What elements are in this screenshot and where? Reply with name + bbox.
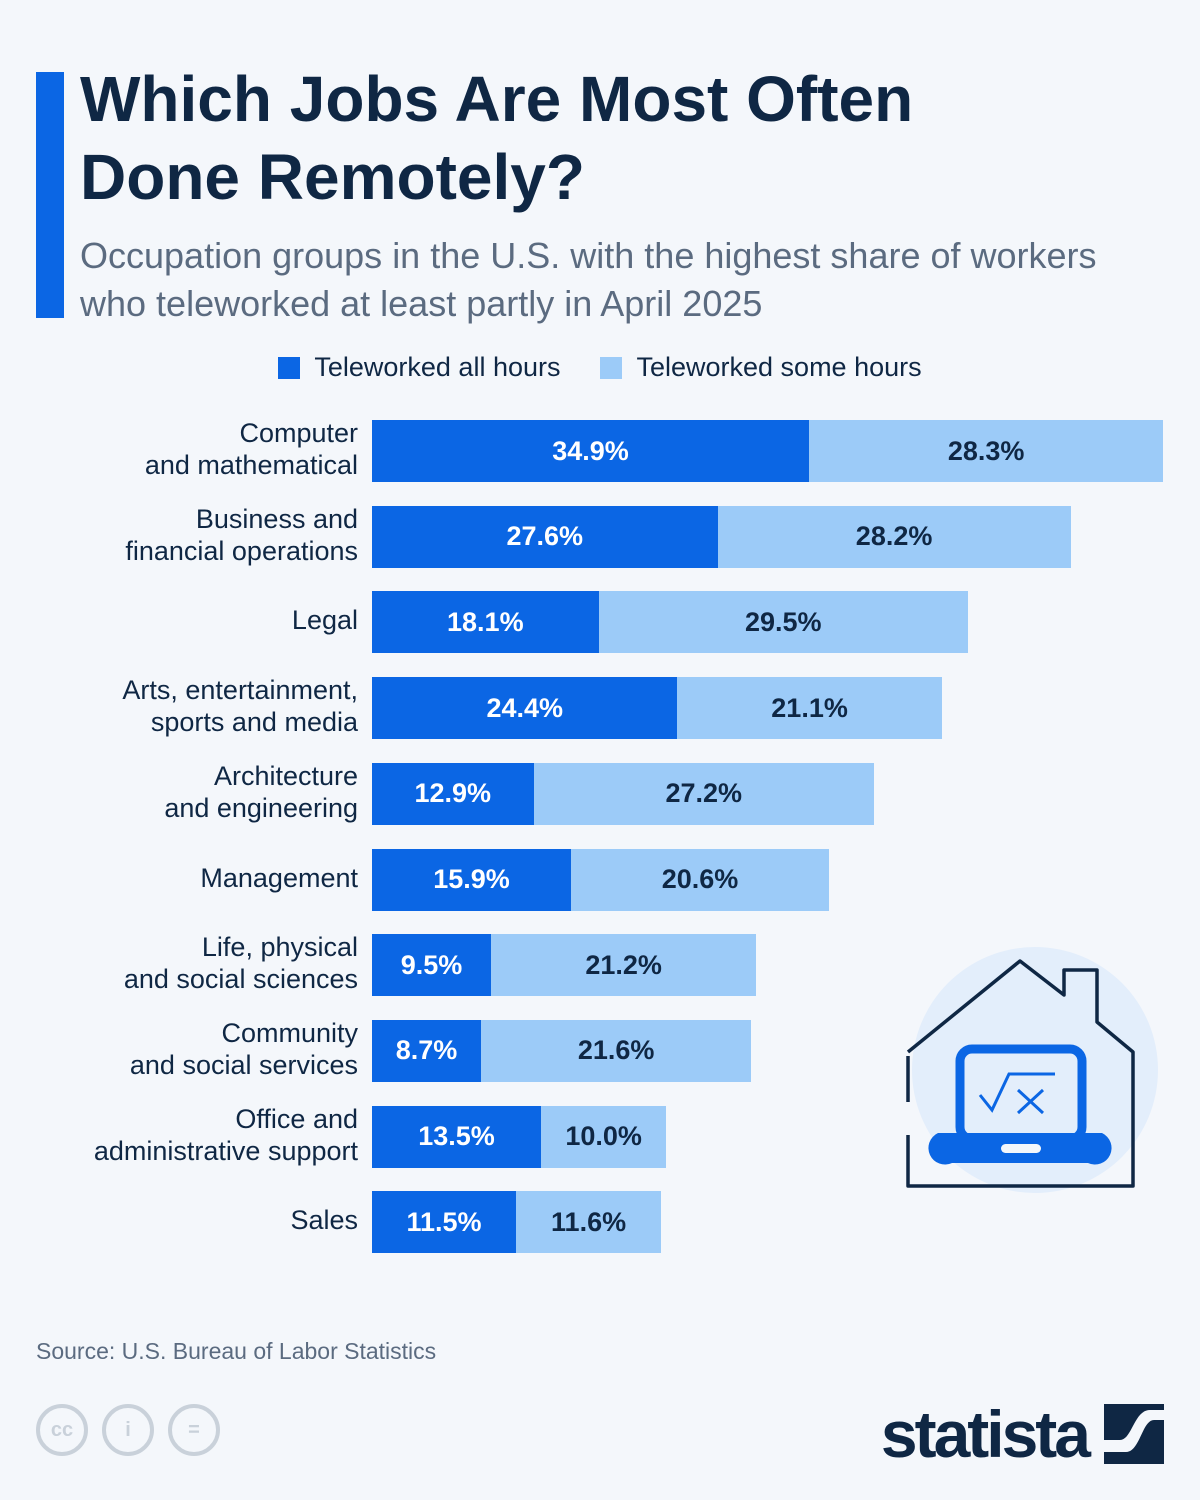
category-label-line: Management xyxy=(200,862,358,893)
source-note: Source: U.S. Bureau of Labor Statistics xyxy=(36,1338,437,1364)
legend-item-some-hours: Teleworked some hours xyxy=(600,352,922,383)
legend-label-some-hours: Teleworked some hours xyxy=(636,352,922,382)
cc-license-icon[interactable]: cc xyxy=(36,1404,88,1456)
category-label: Business and financial operations xyxy=(0,503,358,567)
category-label-line: and social sciences xyxy=(123,964,358,995)
category-label: Life, physical and social sciences xyxy=(0,931,358,995)
bar-some-hours: 21.2% xyxy=(490,934,757,997)
data-label: 27.6% xyxy=(506,521,584,552)
bar-all-hours: 8.7% xyxy=(372,1019,481,1082)
legend-swatch-some-hours xyxy=(600,356,623,379)
bar-all-hours: 34.9% xyxy=(372,420,809,482)
bar-some-hours: 27.2% xyxy=(533,762,875,825)
data-label: 13.5% xyxy=(418,1121,495,1152)
category-label-line: Office and xyxy=(235,1103,358,1134)
data-label: 34.9% xyxy=(552,435,629,466)
legend-item-all-hours: Teleworked all hours xyxy=(278,352,560,383)
data-label: 11.5% xyxy=(406,1206,482,1237)
bar-all-hours: 18.1% xyxy=(372,591,599,654)
data-label: 20.6% xyxy=(661,864,739,894)
category-label-line: Arts, entertainment, xyxy=(122,675,358,706)
data-label: 10.0% xyxy=(565,1121,642,1152)
chart-subtitle: Occupation groups in the U.S. with the h… xyxy=(80,235,1097,324)
bar-all-hours: 15.9% xyxy=(372,848,572,911)
bar-all-hours: 12.9% xyxy=(372,762,534,825)
category-label-line: sports and media xyxy=(150,707,358,738)
bar-some-hours: 28.3% xyxy=(808,420,1164,482)
bar-all-hours: 13.5% xyxy=(372,1105,542,1168)
legend-label-all-hours: Teleworked all hours xyxy=(314,352,561,382)
brand-name: statista xyxy=(880,1397,1091,1471)
title-accent-bar xyxy=(36,72,64,318)
bar-some-hours: 29.5% xyxy=(598,591,968,654)
category-label-line: Life, physical xyxy=(201,932,358,963)
data-label: 28.3% xyxy=(947,435,1025,466)
category-label: Community and social services xyxy=(0,1017,358,1081)
category-label: Management xyxy=(0,862,358,894)
category-label-line: financial operations xyxy=(125,535,358,566)
category-label-line: administrative support xyxy=(93,1135,358,1166)
category-label: Computer and mathematical xyxy=(0,417,358,481)
legend-swatch-all-hours xyxy=(278,356,301,379)
category-label-line: Legal xyxy=(291,605,358,636)
data-label: 18.1% xyxy=(447,606,524,637)
data-label: 27.2% xyxy=(665,778,743,809)
data-label: 24.4% xyxy=(486,692,564,723)
category-label-line: Computer xyxy=(239,418,358,448)
data-label: 8.7% xyxy=(395,1035,458,1066)
bar-some-hours: 20.6% xyxy=(571,848,829,911)
bar-some-hours: 21.6% xyxy=(480,1019,752,1082)
category-label: Architecture and engineering xyxy=(0,760,358,824)
data-label: 11.6% xyxy=(551,1206,627,1237)
bar-all-hours: 11.5% xyxy=(372,1191,516,1254)
data-label: 21.2% xyxy=(585,949,662,980)
bar-some-hours: 10.0% xyxy=(541,1105,667,1168)
data-label: 29.5% xyxy=(744,606,822,637)
attribution-icon[interactable]: i xyxy=(102,1404,154,1456)
category-label-line: Community xyxy=(221,1017,358,1048)
data-label: 21.1% xyxy=(771,692,848,723)
data-label: 15.9% xyxy=(433,864,510,894)
category-label: Arts, entertainment, sports and media xyxy=(0,674,358,738)
bar-all-hours: 24.4% xyxy=(372,677,678,740)
license-icons[interactable]: cc i = xyxy=(36,1404,220,1456)
statista-logo[interactable]: statista xyxy=(881,1398,1164,1470)
category-label: Legal xyxy=(0,604,358,636)
chart-title: Which Jobs Are Most Often Done Remotely? xyxy=(80,63,914,213)
category-label-line: Architecture xyxy=(213,760,358,791)
category-label: Sales xyxy=(0,1204,358,1236)
category-label-line: and social services xyxy=(129,1049,358,1080)
no-derivatives-icon[interactable]: = xyxy=(168,1404,220,1456)
bar-some-hours: 21.1% xyxy=(677,677,942,740)
legend: Teleworked all hours Teleworked some hou… xyxy=(0,352,1200,383)
category-label-line: and mathematical xyxy=(144,450,358,480)
category-label-line: and engineering xyxy=(164,792,358,823)
bar-some-hours: 28.2% xyxy=(717,505,1071,568)
bar-some-hours: 11.6% xyxy=(515,1191,662,1254)
data-label: 28.2% xyxy=(855,521,933,552)
bar-all-hours: 9.5% xyxy=(372,934,491,997)
category-label-line: Business and xyxy=(195,503,358,534)
house-laptop-icon xyxy=(890,940,1160,1200)
statista-logo-icon xyxy=(1104,1404,1164,1464)
bar-chart: Computer and mathematical 34.9% 28.3% Busine… xyxy=(0,400,1200,1280)
bar-all-hours: 27.6% xyxy=(372,505,718,568)
data-label: 12.9% xyxy=(414,778,492,809)
category-label: Office and administrative support xyxy=(0,1103,358,1167)
data-label: 21.6% xyxy=(577,1035,655,1066)
category-label-line: Sales xyxy=(290,1205,358,1236)
data-label: 9.5% xyxy=(400,949,463,980)
